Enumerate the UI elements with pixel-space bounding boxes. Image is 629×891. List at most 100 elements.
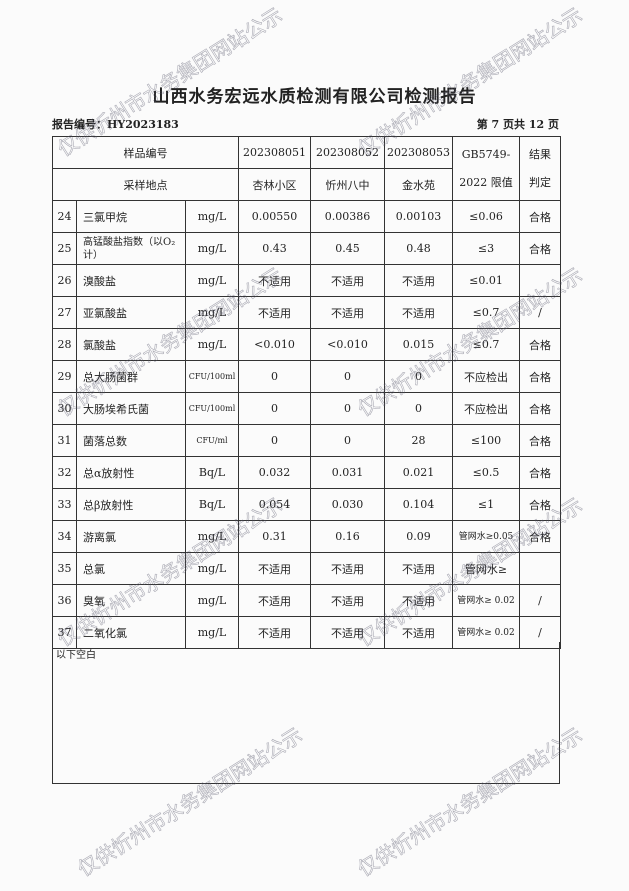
value: 0 <box>238 392 311 425</box>
result: 合格 <box>519 392 561 425</box>
value: 不适用 <box>384 584 453 617</box>
item-name: 菌落总数 <box>76 424 186 457</box>
unit: mg/L <box>185 296 239 329</box>
item-number: 31 <box>52 424 77 457</box>
unit: Bq/L <box>185 456 239 489</box>
result: 合格 <box>519 360 561 393</box>
limit: ≤0.5 <box>452 456 520 489</box>
table-row: 26 溴酸盐 mg/L 不适用 不适用 不适用 ≤0.01 <box>52 264 561 297</box>
result: / <box>519 584 561 617</box>
value: 0.00103 <box>384 200 453 233</box>
value: 0.16 <box>310 520 385 553</box>
result-header: 结果 判定 <box>519 136 561 201</box>
unit: CFU/100ml <box>185 392 239 425</box>
location: 金水苑 <box>384 168 453 201</box>
limit: 管网水≥ <box>452 552 520 585</box>
table-row: 32 总α放射性 Bq/L 0.032 0.031 0.021 ≤0.5 合格 <box>52 456 561 489</box>
item-name: 总氯 <box>76 552 186 585</box>
value: 0 <box>238 360 311 393</box>
location: 杏林小区 <box>238 168 311 201</box>
limit: ≤3 <box>452 232 520 265</box>
table-row: 30 大肠埃希氏菌 CFU/100ml 0 0 0 不应检出 合格 <box>52 392 561 425</box>
footer-note: 以下空白 <box>56 650 96 661</box>
unit: CFU/ml <box>185 424 239 457</box>
table-row: 25 高锰酸盐指数（以O₂计） mg/L 0.43 0.45 0.48 ≤3 合格 <box>52 232 561 265</box>
value: 0.09 <box>384 520 453 553</box>
value: 0.00386 <box>310 200 385 233</box>
result: 合格 <box>519 232 561 265</box>
item-name: 高锰酸盐指数（以O₂计） <box>76 232 186 265</box>
result-label: 结果 <box>529 147 551 161</box>
result: 合格 <box>519 456 561 489</box>
item-number: 26 <box>52 264 77 297</box>
limit: ≤100 <box>452 424 520 457</box>
value: 0.48 <box>384 232 453 265</box>
limit-label: GB5749- <box>461 147 511 161</box>
location-label: 采样地点 <box>52 168 239 201</box>
limit: 管网水≥0.05 <box>452 520 520 553</box>
value: <0.010 <box>238 328 311 361</box>
result: 合格 <box>519 424 561 457</box>
unit: mg/L <box>185 584 239 617</box>
item-number: 32 <box>52 456 77 489</box>
item-name: 亚氯酸盐 <box>76 296 186 329</box>
sample-no-label: 样品编号 <box>52 136 239 169</box>
value: 0.104 <box>384 488 453 521</box>
limit: ≤0.7 <box>452 296 520 329</box>
value: 0.015 <box>384 328 453 361</box>
value: 0 <box>310 360 385 393</box>
table-row: 37 二氧化氯 mg/L 不适用 不适用 不适用 管网水≥ 0.02/ <box>52 616 561 649</box>
report-number: 报告编号：HY2023183 <box>52 118 179 131</box>
unit: mg/L <box>185 616 239 649</box>
limit-label: 2022 限值 <box>459 175 513 189</box>
table-row: 33 总β放射性 Bq/L 0.054 0.030 0.104 ≤1 合格 <box>52 488 561 521</box>
item-name: 总大肠菌群 <box>76 360 186 393</box>
item-name: 总β放射性 <box>76 488 186 521</box>
value: 0.054 <box>238 488 311 521</box>
value: 不适用 <box>238 264 311 297</box>
value: 0.31 <box>238 520 311 553</box>
item-name: 氯酸盐 <box>76 328 186 361</box>
value: 不适用 <box>384 552 453 585</box>
sample-no: 202308052 <box>310 136 385 169</box>
table-row: 24 三氯甲烷 mg/L 0.00550 0.00386 0.00103 ≤0.06 合格 <box>52 200 561 233</box>
item-number: 35 <box>52 552 77 585</box>
value: 0.031 <box>310 456 385 489</box>
value: 0 <box>384 392 453 425</box>
value: 不适用 <box>310 584 385 617</box>
table-row: 27 亚氯酸盐 mg/L 不适用 不适用 不适用 ≤0.7/ <box>52 296 561 329</box>
result: 合格 <box>519 520 561 553</box>
value: 不适用 <box>238 616 311 649</box>
item-number: 36 <box>52 584 77 617</box>
limit: ≤0.7 <box>452 328 520 361</box>
item-number: 25 <box>52 232 77 265</box>
value: 不适用 <box>238 296 311 329</box>
item-name: 溴酸盐 <box>76 264 186 297</box>
value: 0.00550 <box>238 200 311 233</box>
blank-area: 以下空白 <box>52 642 560 784</box>
table-row: 35 总氯 mg/L 不适用 不适用 不适用 管网水≥ <box>52 552 561 585</box>
report-title: 山西水务宏远水质检测有限公司检测报告 <box>152 87 477 107</box>
unit: Bq/L <box>185 488 239 521</box>
value: 0.43 <box>238 232 311 265</box>
unit: mg/L <box>185 264 239 297</box>
limit: ≤0.06 <box>452 200 520 233</box>
value: 0.030 <box>310 488 385 521</box>
item-name: 大肠埃希氏菌 <box>76 392 186 425</box>
unit: mg/L <box>185 232 239 265</box>
limit: 不应检出 <box>452 392 520 425</box>
unit: mg/L <box>185 328 239 361</box>
item-name: 臭氧 <box>76 584 186 617</box>
table-row: 36 臭氧 mg/L 不适用 不适用 不适用 管网水≥ 0.02/ <box>52 584 561 617</box>
value: 不适用 <box>384 264 453 297</box>
value: 不适用 <box>238 584 311 617</box>
item-number: 29 <box>52 360 77 393</box>
item-name: 游离氯 <box>76 520 186 553</box>
item-number: 33 <box>52 488 77 521</box>
table-row: 29 总大肠菌群 CFU/100ml 0 0 0 不应检出 合格 <box>52 360 561 393</box>
value: 0.021 <box>384 456 453 489</box>
value: <0.010 <box>310 328 385 361</box>
limit: ≤1 <box>452 488 520 521</box>
page-info: 第 7 页共 12 页 <box>476 118 559 131</box>
